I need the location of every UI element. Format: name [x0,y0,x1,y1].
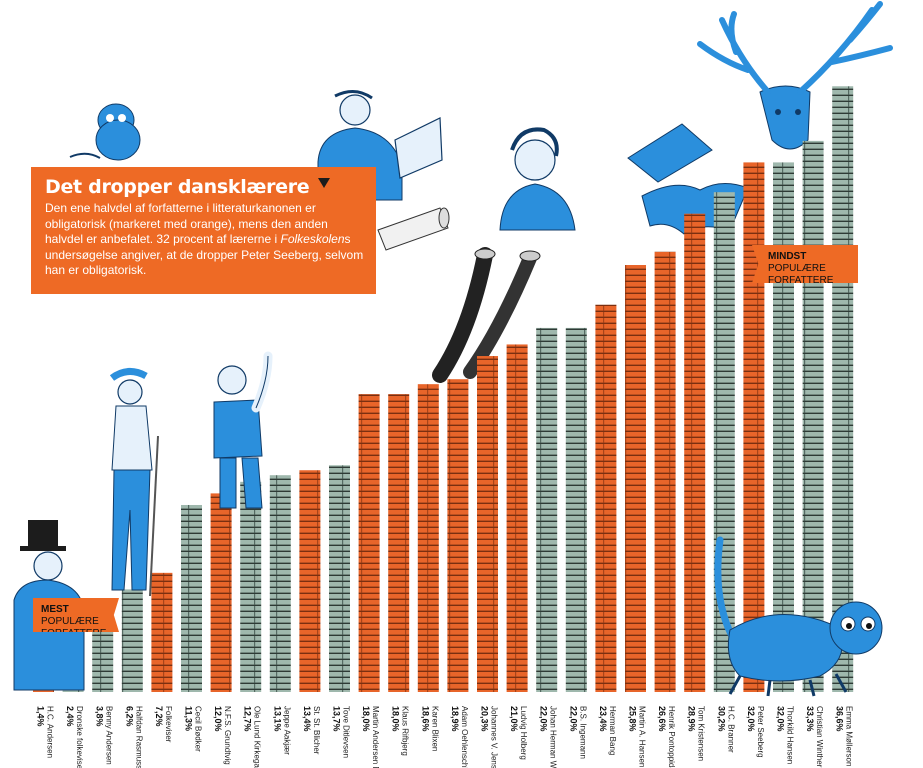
monkey-illustration [69,103,141,161]
value-label: 1,4% [36,706,46,727]
value-label: 26,6% [657,706,667,732]
waving-boy-illustration [213,351,273,509]
category-label: Johan Herman Wessel [549,706,558,768]
value-label: 22,0% [539,706,549,732]
bar-7 [240,481,262,692]
bar-15 [477,356,498,692]
value-label: 32,0% [746,706,756,732]
bar-22 [684,213,706,692]
value-label: 2,4% [65,706,75,727]
value-label: 13,1% [272,706,282,732]
value-label: 6,2% [124,706,134,727]
category-label: Ole Lund Kirkegaard [253,706,262,768]
category-label: Cecil Bødker [194,706,203,752]
bar-6 [210,493,232,692]
category-label: Jeppe Aakjær [282,706,291,755]
bar-25 [773,162,794,692]
category-label: Herman Bang [608,706,617,755]
category-label: Adam Oehlenschläger [460,706,469,768]
bar-19 [595,304,617,692]
value-label: 18,9% [450,706,460,732]
value-label: 25,8% [628,706,638,732]
horns-illustration [432,247,541,383]
category-label: Karen Blixen [430,706,439,751]
category-label: Tom Kristensen [697,706,706,761]
value-label: 20,3% [480,706,490,732]
value-label: 13,7% [332,706,342,732]
bar-17 [536,327,558,692]
most-popular-tag: MEST POPULÆRE FORFATTERE [33,598,119,632]
cat-illustration [714,536,883,697]
bar-20 [625,265,646,692]
bar-4 [151,572,173,692]
bar-13 [417,384,439,692]
category-label: Christian Winther [815,706,824,768]
value-label: 18,6% [420,706,430,732]
value-label: 7,2% [154,706,164,727]
thinking-man-illustration [499,127,576,231]
value-label: 23,4% [598,706,608,732]
category-label: B.S. Ingemann [578,706,587,759]
category-label: Halfdan Rasmussen [134,706,143,768]
value-label: 30,2% [716,706,726,732]
value-label: 18,0% [361,706,371,732]
bar-14 [447,379,469,692]
value-label: 12,0% [213,706,223,732]
value-label: 11,3% [184,706,194,731]
bar-18 [565,327,587,692]
arrow-down-icon [318,178,330,188]
boy-cane-illustration [109,368,159,597]
value-label: 12,7% [243,706,253,732]
value-label: 3,8% [95,706,105,727]
bar-5 [181,504,202,692]
value-label: 18,0% [391,706,401,732]
bar-10 [329,465,350,692]
category-label: Martin A. Hansen [638,706,647,767]
bar-9 [299,470,321,692]
category-label: Benny Andersen [105,706,114,765]
category-label: Johannes V. Jensen [490,706,499,768]
bar-12 [388,394,410,692]
category-label: St. St. Blicher [312,706,321,755]
category-label: Dronske folkeviser [75,706,84,768]
bar-21 [654,251,676,692]
category-label: Thorkild Hansen [786,706,795,764]
category-label: Emma Møllerson [845,706,854,766]
deer-illustration [697,1,893,150]
intro-text: Den ene halvdel af forfatterne i littera… [45,201,364,277]
bar-27 [832,86,854,692]
category-label: H.C. Andersen [46,706,55,758]
bar-11 [358,394,380,692]
category-label: Henrik Pontoppidan [667,706,676,768]
category-label: Tove Ditlevsen [342,706,351,758]
value-label: 13,4% [302,706,312,732]
value-label: 21,0% [509,706,519,732]
least-popular-tag: MINDST POPULÆRE FORFATTERE [752,245,858,283]
title-box: Det dropper dansklærere Den ene halvdel … [31,167,376,294]
category-label: Folkeviser [164,706,173,743]
chart-title: Det dropper dansklærere [45,176,310,198]
bar-8 [269,475,291,692]
value-label: 33,3% [805,706,815,732]
category-label: Peter Seeberg [756,706,765,758]
bar-3 [121,589,143,692]
value-label: 32,0% [776,706,786,732]
bar-26 [802,140,824,692]
telescope-illustration [377,207,450,251]
value-label: 36,6% [835,706,845,732]
bar-2 [92,629,114,692]
category-label: Klaus Rifbjerg [401,706,410,756]
value-label: 28,9% [687,706,697,732]
category-label: H.C. Branner [726,706,735,753]
bar-24 [743,162,765,692]
category-label: Martin Andersen Nexø [371,706,380,768]
category-label: Ludvig Holberg [519,706,528,760]
category-label: N.F.S. Grundtvig [223,706,232,765]
bar-16 [506,344,528,692]
value-label: 22,0% [568,706,578,732]
